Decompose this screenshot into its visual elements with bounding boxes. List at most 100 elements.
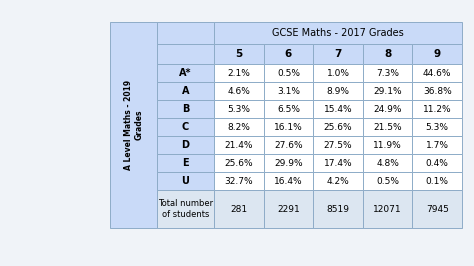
Bar: [313, 118, 363, 136]
Text: 8: 8: [384, 49, 391, 59]
Bar: [157, 172, 214, 190]
Bar: [313, 82, 363, 100]
Text: 9: 9: [434, 49, 441, 59]
Bar: [313, 190, 363, 228]
Text: 11.9%: 11.9%: [373, 140, 402, 149]
Text: 21.5%: 21.5%: [374, 123, 402, 131]
Text: 21.4%: 21.4%: [225, 140, 253, 149]
Bar: [214, 22, 462, 44]
Bar: [264, 64, 313, 82]
Text: 0.4%: 0.4%: [426, 159, 448, 168]
Text: 8519: 8519: [327, 205, 349, 214]
Text: 4.8%: 4.8%: [376, 159, 399, 168]
Text: 8.2%: 8.2%: [228, 123, 250, 131]
Bar: [157, 118, 214, 136]
Bar: [363, 172, 412, 190]
Text: 3.1%: 3.1%: [277, 86, 300, 95]
Bar: [313, 64, 363, 82]
Bar: [157, 100, 214, 118]
Bar: [363, 136, 412, 154]
Text: 29.1%: 29.1%: [374, 86, 402, 95]
Bar: [363, 44, 412, 64]
Text: 27.5%: 27.5%: [324, 140, 352, 149]
Bar: [157, 154, 214, 172]
Bar: [313, 100, 363, 118]
Text: 7945: 7945: [426, 205, 448, 214]
Bar: [412, 172, 462, 190]
Bar: [412, 118, 462, 136]
Bar: [214, 190, 264, 228]
Bar: [264, 82, 313, 100]
Bar: [157, 22, 214, 44]
Bar: [214, 154, 264, 172]
Bar: [214, 64, 264, 82]
Text: U: U: [182, 176, 190, 186]
Bar: [412, 190, 462, 228]
Text: 6: 6: [285, 49, 292, 59]
Bar: [157, 190, 214, 228]
Bar: [214, 172, 264, 190]
Bar: [264, 100, 313, 118]
Bar: [363, 82, 412, 100]
Text: A*: A*: [179, 68, 192, 78]
Bar: [363, 118, 412, 136]
Bar: [363, 64, 412, 82]
Bar: [363, 100, 412, 118]
Text: 7: 7: [334, 49, 342, 59]
Text: 36.8%: 36.8%: [423, 86, 452, 95]
Text: 5.3%: 5.3%: [228, 105, 250, 114]
Bar: [214, 100, 264, 118]
Bar: [214, 136, 264, 154]
Bar: [412, 64, 462, 82]
Text: 1.7%: 1.7%: [426, 140, 449, 149]
Text: 16.4%: 16.4%: [274, 177, 303, 185]
Text: 12071: 12071: [374, 205, 402, 214]
Text: A: A: [182, 86, 189, 96]
Text: D: D: [182, 140, 190, 150]
Bar: [313, 44, 363, 64]
Text: 2.1%: 2.1%: [228, 69, 250, 77]
Bar: [313, 136, 363, 154]
Text: E: E: [182, 158, 189, 168]
Bar: [157, 64, 214, 82]
Bar: [110, 22, 157, 228]
Bar: [412, 136, 462, 154]
Bar: [214, 82, 264, 100]
Bar: [264, 190, 313, 228]
Text: 5: 5: [235, 49, 242, 59]
Bar: [157, 44, 214, 64]
Bar: [214, 44, 264, 64]
Text: 32.7%: 32.7%: [225, 177, 253, 185]
Text: 17.4%: 17.4%: [324, 159, 352, 168]
Bar: [363, 154, 412, 172]
Bar: [264, 172, 313, 190]
Bar: [157, 136, 214, 154]
Bar: [264, 136, 313, 154]
Text: 5.3%: 5.3%: [426, 123, 449, 131]
Text: 25.6%: 25.6%: [225, 159, 253, 168]
Bar: [363, 190, 412, 228]
Text: 1.0%: 1.0%: [327, 69, 349, 77]
Text: 6.5%: 6.5%: [277, 105, 300, 114]
Bar: [412, 100, 462, 118]
Bar: [412, 82, 462, 100]
Text: 0.5%: 0.5%: [277, 69, 300, 77]
Text: 16.1%: 16.1%: [274, 123, 303, 131]
Bar: [313, 154, 363, 172]
Text: 0.5%: 0.5%: [376, 177, 399, 185]
Bar: [264, 44, 313, 64]
Bar: [313, 172, 363, 190]
Bar: [214, 118, 264, 136]
Text: 0.1%: 0.1%: [426, 177, 449, 185]
Text: 27.6%: 27.6%: [274, 140, 303, 149]
Bar: [157, 82, 214, 100]
Text: 281: 281: [230, 205, 247, 214]
Text: 4.2%: 4.2%: [327, 177, 349, 185]
Bar: [264, 154, 313, 172]
Text: 24.9%: 24.9%: [374, 105, 402, 114]
Bar: [264, 118, 313, 136]
Text: C: C: [182, 122, 189, 132]
Text: 29.9%: 29.9%: [274, 159, 303, 168]
Text: Total number
of students: Total number of students: [158, 199, 213, 219]
Text: 44.6%: 44.6%: [423, 69, 451, 77]
